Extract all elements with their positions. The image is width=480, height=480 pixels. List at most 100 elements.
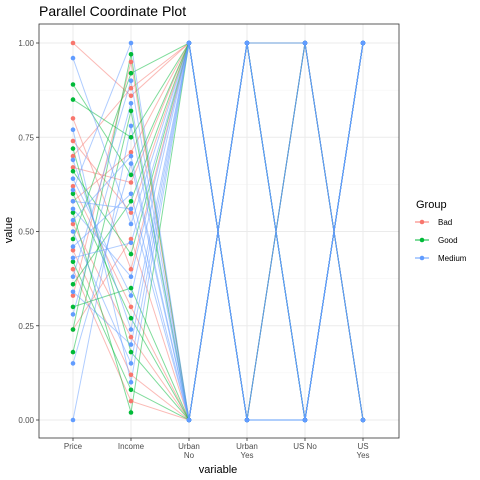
- data-point-good: [128, 70, 134, 76]
- data-point-medium: [128, 78, 134, 83]
- data-point-good: [70, 327, 76, 332]
- data-point-medium: [70, 199, 76, 204]
- x-tick-label: US Yes: [356, 442, 369, 460]
- data-point-good: [128, 172, 134, 178]
- data-point-medium: [128, 206, 134, 212]
- data-point-medium: [128, 342, 134, 347]
- data-point-medium: [244, 40, 250, 46]
- panel-border: [38, 23, 400, 439]
- data-point-good: [128, 108, 134, 114]
- data-point-medium: [128, 191, 134, 197]
- data-point-medium: [128, 293, 134, 298]
- data-point-medium: [360, 40, 366, 46]
- data-point-good: [128, 349, 134, 355]
- x-tick-label: US No: [293, 442, 317, 451]
- legend-key-point: [419, 237, 425, 243]
- data-point-medium: [70, 312, 76, 317]
- data-point-bad: [128, 398, 134, 404]
- data-point-bad: [128, 334, 134, 340]
- data-point-good: [70, 146, 76, 151]
- series-line-medium: [72, 42, 364, 421]
- data-point-bad: [128, 150, 134, 155]
- data-point-bad: [70, 40, 76, 46]
- data-point-good: [70, 259, 76, 265]
- data-point-medium: [70, 244, 76, 249]
- x-tick-label: Price: [64, 442, 83, 451]
- data-point-good: [70, 191, 76, 197]
- data-point-good: [128, 315, 134, 321]
- data-point-medium: [70, 217, 76, 223]
- data-point-medium: [128, 161, 134, 166]
- data-point-good: [128, 251, 134, 257]
- y-tick-label: 0.75: [18, 133, 34, 142]
- points-layer: [70, 40, 366, 423]
- data-point-bad: [70, 165, 76, 170]
- grid-minor: [39, 89, 399, 374]
- data-point-medium: [186, 40, 192, 46]
- data-point-bad: [128, 304, 134, 310]
- data-point-medium: [128, 380, 134, 385]
- x-axis: Price Income Urban No Urban Yes US No US Yes: [64, 438, 370, 460]
- data-point-good: [128, 52, 134, 57]
- data-point-medium: [128, 240, 134, 246]
- data-point-medium: [70, 255, 76, 261]
- data-point-medium: [244, 417, 250, 423]
- data-point-medium: [70, 229, 76, 234]
- data-point-medium: [128, 274, 134, 280]
- legend-key-point: [419, 255, 425, 261]
- data-point-bad: [70, 221, 76, 227]
- y-tick-label: 0.25: [18, 322, 34, 331]
- data-point-good: [128, 199, 134, 204]
- data-point-medium: [70, 361, 76, 366]
- data-point-medium: [128, 221, 134, 227]
- data-point-bad: [70, 153, 76, 159]
- data-point-medium: [70, 176, 76, 181]
- data-point-bad: [70, 184, 76, 189]
- y-tick-label: 0.50: [18, 228, 34, 237]
- data-point-medium: [360, 417, 366, 423]
- series-layer: [72, 41, 364, 422]
- data-point-bad: [70, 293, 76, 298]
- x-tick-label: Urban No: [178, 442, 200, 460]
- data-point-good: [70, 210, 76, 215]
- data-point-medium: [70, 289, 76, 295]
- data-point-good: [70, 304, 76, 310]
- x-axis-label: variable: [199, 464, 238, 476]
- data-point-good: [70, 282, 76, 287]
- data-point-bad: [128, 85, 134, 91]
- legend-key-point: [419, 219, 425, 225]
- data-point-medium: [128, 327, 134, 332]
- legend-label: Medium: [438, 254, 467, 263]
- chart-title: Parallel Coordinate Plot: [39, 3, 186, 19]
- y-tick-label: 0.00: [18, 416, 34, 425]
- data-point-medium: [128, 361, 134, 366]
- data-point-good: [70, 82, 76, 87]
- data-point-bad: [128, 59, 134, 65]
- legend-title: Group: [416, 199, 447, 211]
- data-point-medium: [128, 153, 134, 159]
- x-tick-label: Urban Yes: [236, 442, 258, 460]
- plot-area: [38, 23, 400, 439]
- data-point-bad: [70, 248, 76, 253]
- data-point-bad: [128, 180, 134, 185]
- data-point-bad: [70, 116, 76, 121]
- data-point-good: [70, 236, 76, 242]
- data-point-medium: [70, 157, 76, 163]
- data-point-good: [128, 285, 134, 291]
- y-axis-label: value: [3, 217, 15, 243]
- data-point-bad: [128, 93, 134, 99]
- data-point-bad: [128, 236, 134, 242]
- data-point-medium: [128, 101, 134, 106]
- data-point-good: [128, 410, 134, 415]
- data-point-good: [70, 349, 76, 355]
- data-point-bad: [128, 372, 134, 378]
- data-point-medium: [70, 417, 76, 423]
- data-point-good: [70, 168, 76, 174]
- data-point-good: [70, 97, 76, 102]
- grid-major: [39, 24, 399, 438]
- legend-label: Bad: [438, 218, 452, 227]
- data-point-medium: [70, 274, 76, 280]
- data-point-medium: [70, 55, 76, 61]
- x-tick-label: Income: [118, 442, 145, 451]
